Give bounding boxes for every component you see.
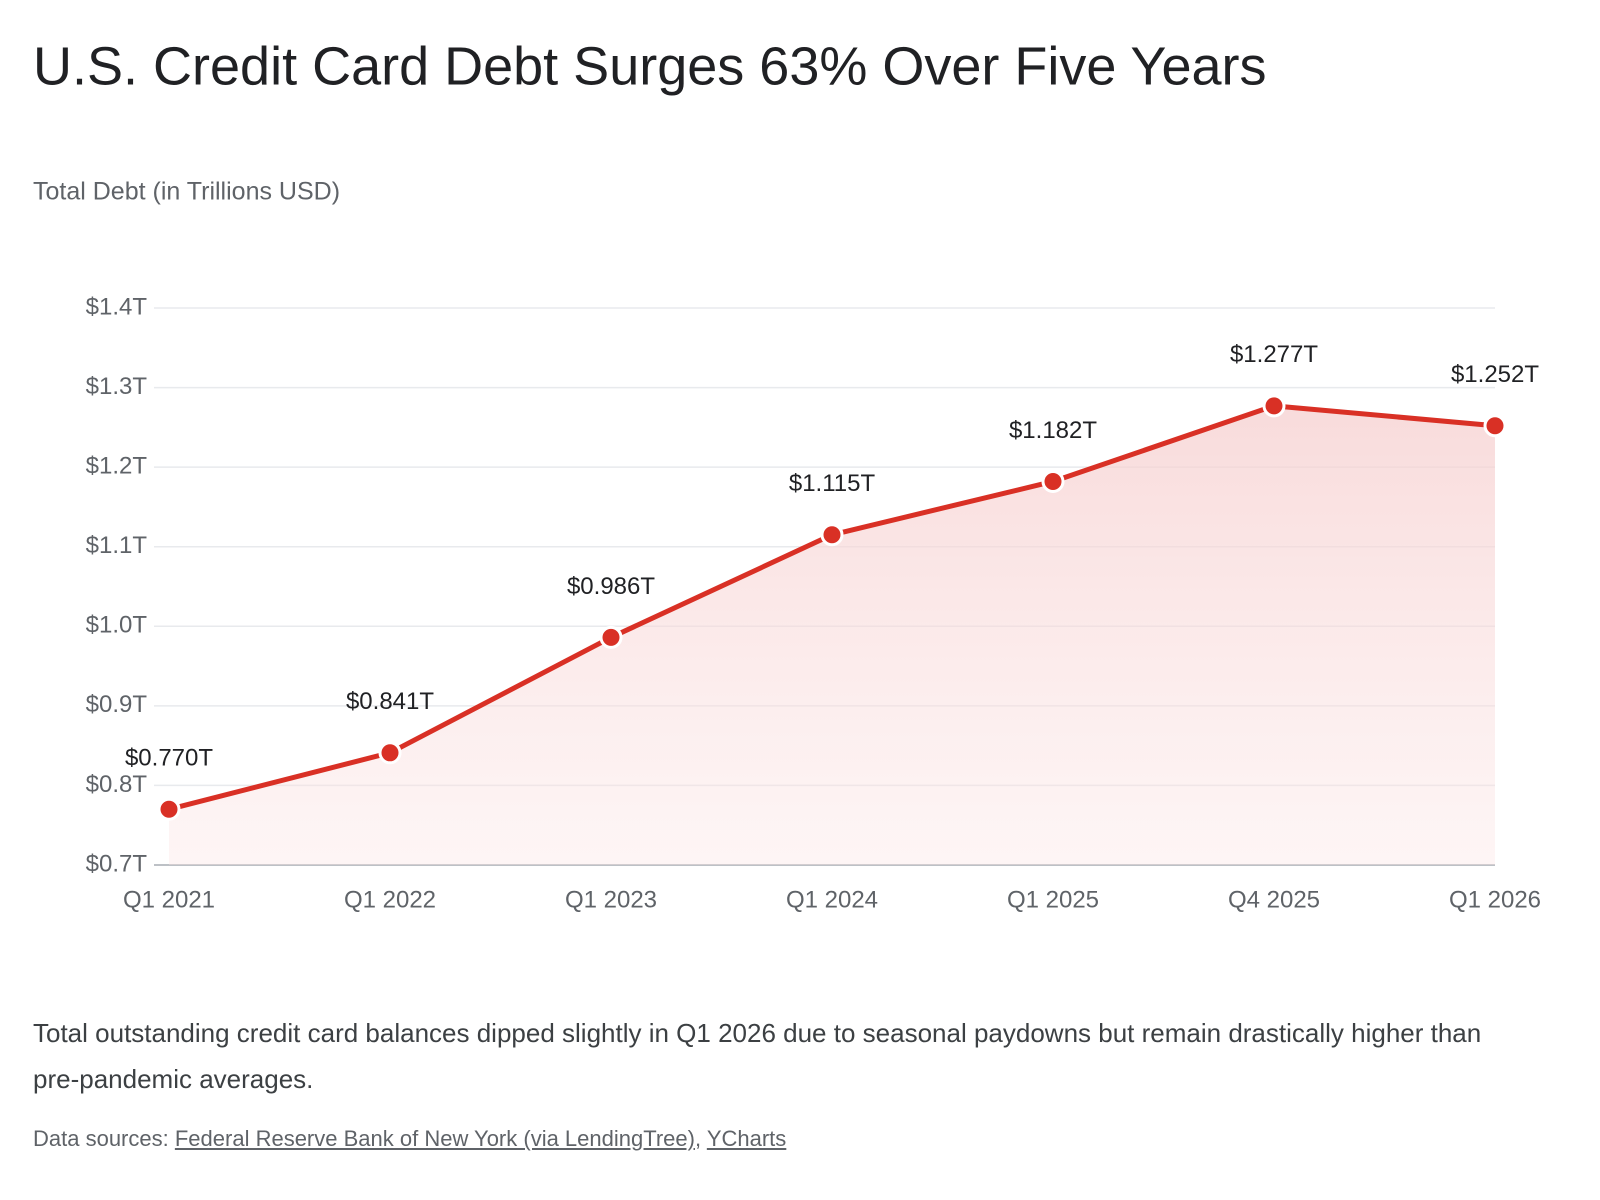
- point: [599, 625, 623, 649]
- x-tick-label: Q1 2025: [1007, 886, 1099, 913]
- sources: Data sources: Federal Reserve Bank of Ne…: [33, 1126, 786, 1152]
- y-tick-label: $1.1T: [86, 532, 148, 559]
- chart-title: U.S. Credit Card Debt Surges 63% Over Fi…: [33, 36, 1267, 96]
- area: [169, 405, 1495, 865]
- x-tick-label: Q1 2022: [344, 886, 436, 913]
- sources-label: Data sources:: [33, 1126, 169, 1151]
- point: [1041, 469, 1065, 493]
- source-link[interactable]: YCharts: [706, 1126, 787, 1151]
- x-tick-label: Q1 2021: [123, 886, 215, 913]
- description: Total outstanding credit card balances d…: [33, 1018, 1482, 1094]
- x-tick-label: Q1 2024: [786, 886, 878, 913]
- y-tick-label: $1.2T: [86, 452, 148, 479]
- point: [1262, 394, 1286, 418]
- y-tick-label: $0.8T: [86, 771, 148, 798]
- data-label: $1.115T: [789, 470, 876, 497]
- separator: ,: [694, 1126, 702, 1151]
- y-tick-label: $1.0T: [86, 612, 148, 639]
- point: [820, 523, 844, 547]
- data-label: $0.986T: [567, 573, 655, 600]
- source-link[interactable]: Federal Reserve Bank of New York (via Le…: [174, 1126, 695, 1151]
- x-tick-label: Q1 2023: [565, 886, 657, 913]
- data-label: $0.841T: [346, 688, 434, 715]
- point: [157, 797, 181, 821]
- y-tick-label: $1.3T: [86, 373, 148, 400]
- y-tick-label: $1.4T: [86, 293, 148, 320]
- point: [378, 741, 402, 765]
- data-label: $0.770T: [125, 745, 213, 772]
- point: [1483, 414, 1507, 438]
- data-label: $1.182T: [1009, 417, 1097, 444]
- x-tick-label: Q4 2025: [1228, 886, 1320, 913]
- data-label: $1.277T: [1230, 341, 1318, 368]
- x-tick-label: Q1 2026: [1449, 886, 1541, 913]
- y-tick-label: $0.9T: [86, 691, 148, 718]
- axis-title: Total Debt (in Trillions USD): [33, 178, 340, 206]
- y-tick-label: $0.7T: [86, 850, 148, 877]
- data-label: $1.252T: [1451, 361, 1539, 388]
